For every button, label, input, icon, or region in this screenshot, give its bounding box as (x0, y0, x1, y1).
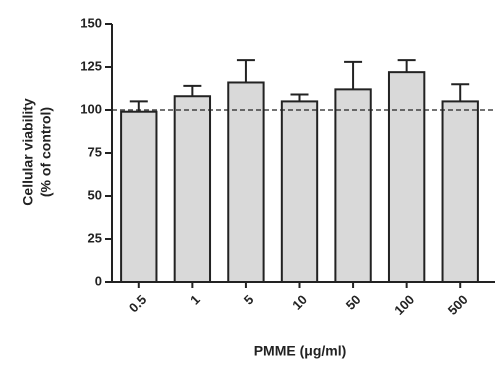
y-axis-title: Cellular viability (% of control) (20, 98, 54, 206)
bar (387, 71, 426, 283)
x-tick-label: 10 (289, 292, 310, 313)
bar (173, 95, 212, 283)
bar (334, 88, 372, 283)
x-tick-label: 1 (187, 292, 203, 308)
x-tick-label: 100 (391, 292, 417, 318)
bar (120, 110, 158, 283)
y-tick-label: 50 (88, 187, 102, 202)
x-tick-label: 500 (445, 292, 471, 318)
x-tick-label: 5 (241, 292, 257, 308)
y-axis-title-line: Cellular viability (20, 98, 36, 206)
y-tick-label: 150 (80, 15, 102, 30)
bar (227, 81, 265, 284)
bar (441, 100, 479, 284)
y-tick-label: 0 (95, 273, 102, 288)
x-tick-label: 50 (343, 292, 364, 313)
x-tick-label: 0.5 (126, 292, 149, 315)
y-axis-title-line: (% of control) (38, 107, 54, 197)
y-tick-label: 75 (88, 144, 102, 159)
bar (280, 100, 319, 284)
y-tick-label: 100 (80, 101, 102, 116)
y-tick-label: 125 (80, 58, 102, 73)
x-axis-title: PMME (μg/ml) (254, 343, 347, 359)
y-tick-label: 25 (88, 230, 102, 245)
